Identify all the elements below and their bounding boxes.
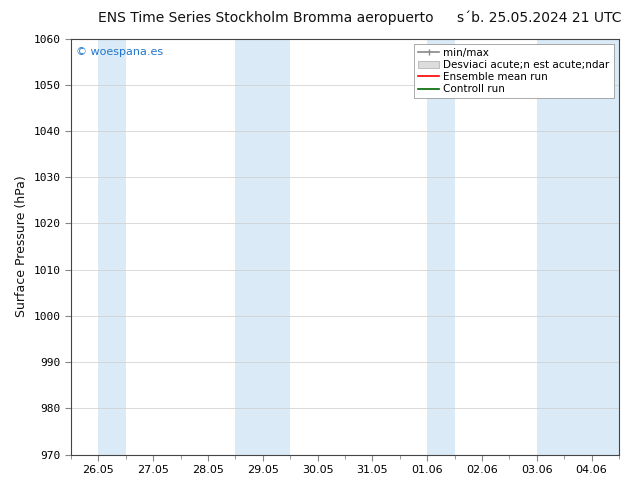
Y-axis label: Surface Pressure (hPa): Surface Pressure (hPa): [15, 176, 28, 318]
Bar: [98, 39, 126, 455]
Text: ENS Time Series Stockholm Bromma aeropuerto: ENS Time Series Stockholm Bromma aeropue…: [98, 11, 434, 25]
Legend: min/max, Desviaci acute;n est acute;ndar, Ensemble mean run, Controll run: min/max, Desviaci acute;n est acute;ndar…: [414, 44, 614, 98]
Bar: [235, 39, 290, 455]
Text: s´b. 25.05.2024 21 UTC: s´b. 25.05.2024 21 UTC: [457, 11, 621, 25]
Bar: [537, 39, 619, 455]
Bar: [427, 39, 455, 455]
Text: © woespana.es: © woespana.es: [77, 47, 164, 57]
